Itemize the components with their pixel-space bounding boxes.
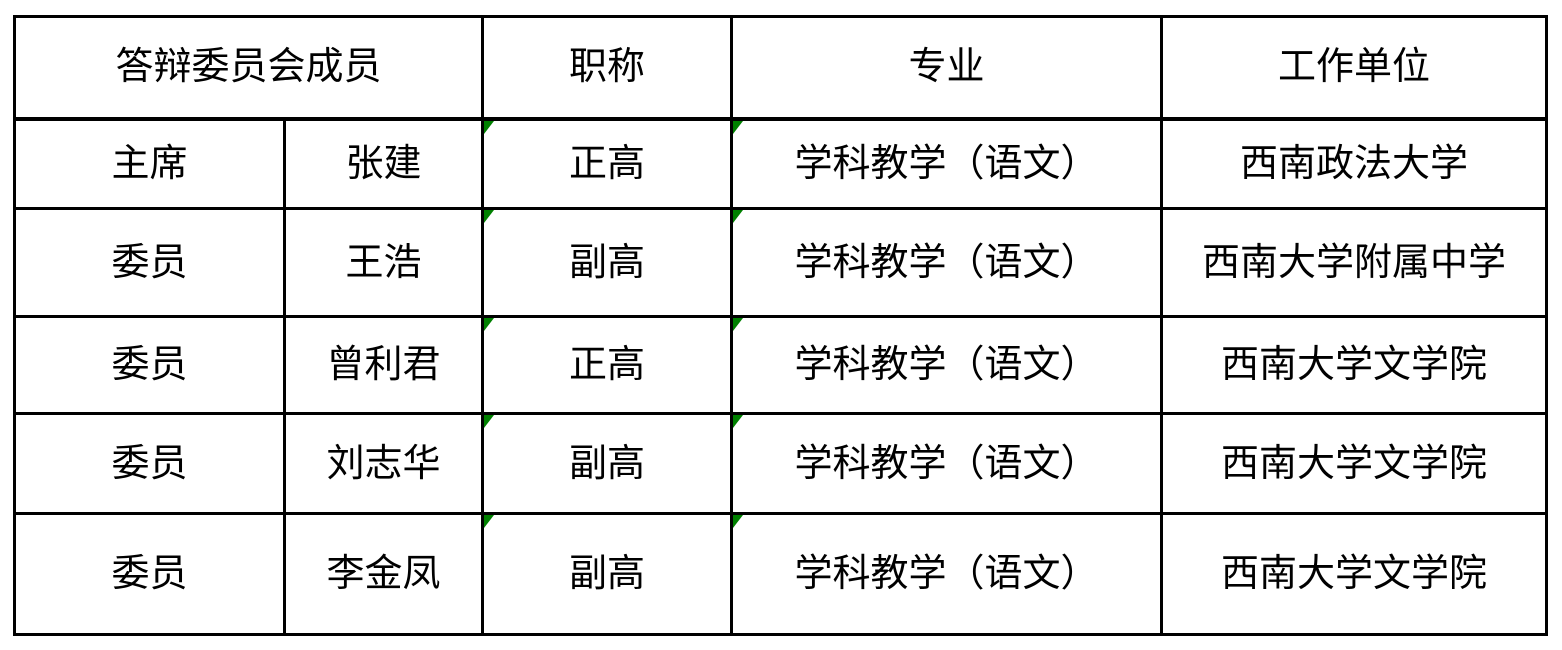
cell-major-text: 学科教学（语文）: [794, 239, 1099, 284]
cell-title-text: 副高: [568, 440, 645, 485]
error-indicator-icon: [734, 516, 743, 528]
cell-role[interactable]: 委员: [13, 207, 286, 318]
cell-major[interactable]: 学科教学（语文）: [730, 315, 1163, 415]
cell-role[interactable]: 主席: [13, 117, 286, 210]
cell-major[interactable]: 学科教学（语文）: [730, 412, 1163, 515]
table-row: 主席 张建 正高 学科教学（语文） 西南政法大学: [13, 117, 1548, 210]
error-indicator-icon: [485, 211, 494, 223]
header-org[interactable]: 工作单位: [1160, 15, 1548, 121]
cell-name[interactable]: 曾利君: [283, 315, 484, 415]
table-row: 委员 李金凤 副高 学科教学（语文） 西南大学文学院: [13, 512, 1548, 636]
header-members[interactable]: 答辩委员会成员: [13, 15, 484, 121]
cell-org[interactable]: 西南政法大学: [1160, 117, 1548, 210]
cell-major-text: 学科教学（语文）: [794, 342, 1099, 387]
error-indicator-icon: [734, 319, 743, 331]
cell-org[interactable]: 西南大学附属中学: [1160, 207, 1548, 318]
cell-major[interactable]: 学科教学（语文）: [730, 117, 1163, 210]
error-indicator-icon: [734, 211, 743, 223]
cell-name[interactable]: 李金凤: [283, 512, 484, 636]
error-indicator-icon: [485, 319, 494, 331]
cell-major-text: 学科教学（语文）: [794, 140, 1099, 185]
error-indicator-icon: [485, 416, 494, 428]
cell-name[interactable]: 刘志华: [283, 412, 484, 515]
cell-major-text: 学科教学（语文）: [794, 551, 1099, 596]
cell-role[interactable]: 委员: [13, 315, 286, 415]
cell-title[interactable]: 正高: [481, 315, 733, 415]
error-indicator-icon: [485, 516, 494, 528]
defense-committee-table: 答辩委员会成员 职称 专业 工作单位 主席 张建 正高 学科教学（语文） 西南政…: [13, 15, 1548, 636]
cell-title-text: 副高: [568, 239, 645, 284]
table-row: 委员 曾利君 正高 学科教学（语文） 西南大学文学院: [13, 315, 1548, 415]
cell-role[interactable]: 委员: [13, 512, 286, 636]
cell-title[interactable]: 副高: [481, 207, 733, 318]
cell-title-text: 正高: [568, 342, 645, 387]
header-major[interactable]: 专业: [730, 15, 1163, 121]
cell-major[interactable]: 学科教学（语文）: [730, 207, 1163, 318]
committee-table: 答辩委员会成员 职称 专业 工作单位 主席 张建 正高 学科教学（语文） 西南政…: [13, 15, 1548, 636]
cell-name[interactable]: 王浩: [283, 207, 484, 318]
cell-name[interactable]: 张建: [283, 117, 484, 210]
header-title[interactable]: 职称: [481, 15, 733, 121]
cell-title[interactable]: 副高: [481, 512, 733, 636]
cell-title[interactable]: 正高: [481, 117, 733, 210]
cell-role[interactable]: 委员: [13, 412, 286, 515]
table-header-row: 答辩委员会成员 职称 专业 工作单位: [13, 15, 1548, 121]
cell-major[interactable]: 学科教学（语文）: [730, 512, 1163, 636]
cell-title[interactable]: 副高: [481, 412, 733, 515]
cell-major-text: 学科教学（语文）: [794, 440, 1099, 485]
error-indicator-icon: [734, 416, 743, 428]
cell-title-text: 正高: [568, 140, 645, 185]
cell-org[interactable]: 西南大学文学院: [1160, 315, 1548, 415]
table-row: 委员 王浩 副高 学科教学（语文） 西南大学附属中学: [13, 207, 1548, 318]
cell-org[interactable]: 西南大学文学院: [1160, 412, 1548, 515]
error-indicator-icon: [485, 121, 494, 134]
cell-org[interactable]: 西南大学文学院: [1160, 512, 1548, 636]
error-indicator-icon: [734, 121, 743, 134]
cell-title-text: 副高: [568, 551, 645, 596]
table-row: 委员 刘志华 副高 学科教学（语文） 西南大学文学院: [13, 412, 1548, 515]
